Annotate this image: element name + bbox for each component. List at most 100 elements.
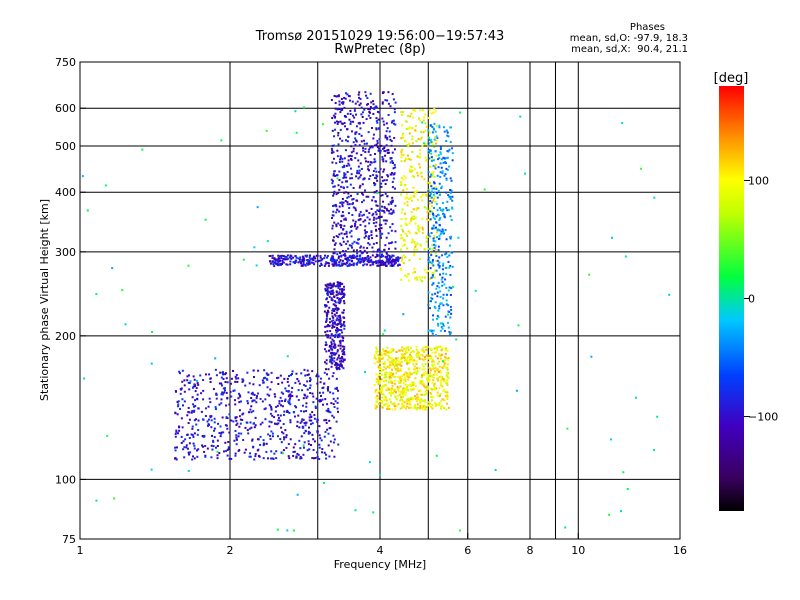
echo-point — [393, 375, 396, 378]
echo-point — [192, 455, 195, 458]
echo-point — [362, 121, 365, 124]
echo-point — [337, 143, 340, 146]
echo-point — [441, 367, 444, 370]
echo-point — [246, 421, 249, 424]
echo-point — [404, 352, 407, 355]
echo-point — [438, 265, 441, 268]
echo-point — [384, 136, 387, 139]
echo-point — [342, 323, 345, 326]
echo-point — [442, 264, 445, 267]
echo-point — [358, 214, 361, 217]
echo-point — [427, 303, 430, 306]
echo-point — [409, 388, 412, 391]
echo-point — [441, 405, 444, 408]
echo-point — [308, 380, 311, 383]
echo-point — [383, 261, 386, 264]
echo-point — [233, 389, 236, 392]
echo-point — [308, 431, 311, 434]
echo-point — [410, 241, 413, 244]
echo-point — [422, 142, 425, 145]
echo-point — [335, 162, 338, 165]
echo-point — [220, 393, 223, 396]
echo-point — [331, 263, 334, 266]
echo-point — [356, 170, 359, 173]
echo-point — [437, 404, 440, 407]
echo-point — [432, 199, 435, 202]
echo-point — [189, 380, 192, 383]
echo-point — [419, 389, 422, 392]
echo-point — [403, 401, 406, 404]
echo-point — [334, 308, 337, 311]
echo-point — [206, 424, 209, 427]
echo-point — [287, 384, 290, 387]
echo-point — [426, 346, 429, 349]
echo-point — [416, 198, 419, 201]
echo-point — [248, 382, 251, 385]
echo-point — [385, 122, 388, 125]
echo-point — [397, 394, 400, 397]
echo-point — [350, 257, 353, 260]
echo-point — [435, 124, 438, 127]
echo-point — [451, 199, 454, 202]
echo-point — [381, 156, 384, 159]
echo-point — [424, 363, 427, 366]
echo-point — [268, 394, 271, 397]
echo-point — [323, 419, 326, 422]
echo-point — [668, 293, 671, 296]
echo-point — [338, 363, 341, 366]
echo-point — [441, 254, 444, 257]
echo-point — [352, 120, 355, 123]
echo-point — [318, 400, 321, 403]
echo-point — [379, 362, 382, 365]
echo-point — [194, 385, 197, 388]
echo-point — [341, 259, 344, 262]
echo-point — [438, 193, 441, 196]
echo-point — [390, 242, 393, 245]
echo-point — [414, 222, 417, 225]
echo-point — [293, 415, 296, 418]
echo-point — [449, 197, 452, 200]
echo-point — [433, 198, 436, 201]
echo-point — [340, 324, 343, 327]
echo-point — [330, 259, 333, 262]
echo-point — [311, 422, 314, 425]
echo-point — [438, 218, 441, 221]
echo-point — [433, 206, 436, 209]
echo-point — [334, 300, 337, 303]
echo-point — [385, 252, 388, 255]
echo-point — [311, 392, 314, 395]
echo-point — [334, 102, 337, 105]
echo-point — [419, 243, 422, 246]
echo-point — [427, 404, 430, 407]
echo-point — [440, 302, 443, 305]
echo-point — [333, 252, 336, 255]
echo-point — [338, 233, 341, 236]
echo-point — [333, 438, 336, 441]
echo-point — [383, 206, 386, 209]
echo-point — [207, 418, 210, 421]
echo-point — [293, 262, 296, 265]
echo-point — [434, 130, 437, 133]
echo-point — [285, 263, 288, 266]
echo-point — [352, 114, 355, 117]
echo-point — [350, 173, 353, 176]
echo-point — [361, 115, 364, 118]
echo-point — [433, 165, 436, 168]
echo-point — [398, 381, 401, 384]
echo-point — [399, 385, 402, 388]
echo-point — [326, 315, 329, 318]
echo-point — [274, 258, 277, 261]
echo-point — [441, 284, 444, 287]
echo-point — [410, 385, 413, 388]
echo-point — [395, 405, 398, 408]
echo-point — [326, 313, 329, 316]
echo-point — [458, 529, 461, 532]
echo-point — [179, 392, 182, 395]
echo-point — [340, 232, 343, 235]
echo-point — [371, 146, 374, 149]
echo-point — [393, 366, 396, 369]
echo-point — [334, 387, 337, 390]
echo-point — [345, 232, 348, 235]
echo-point — [174, 449, 177, 452]
echo-point — [422, 372, 425, 375]
